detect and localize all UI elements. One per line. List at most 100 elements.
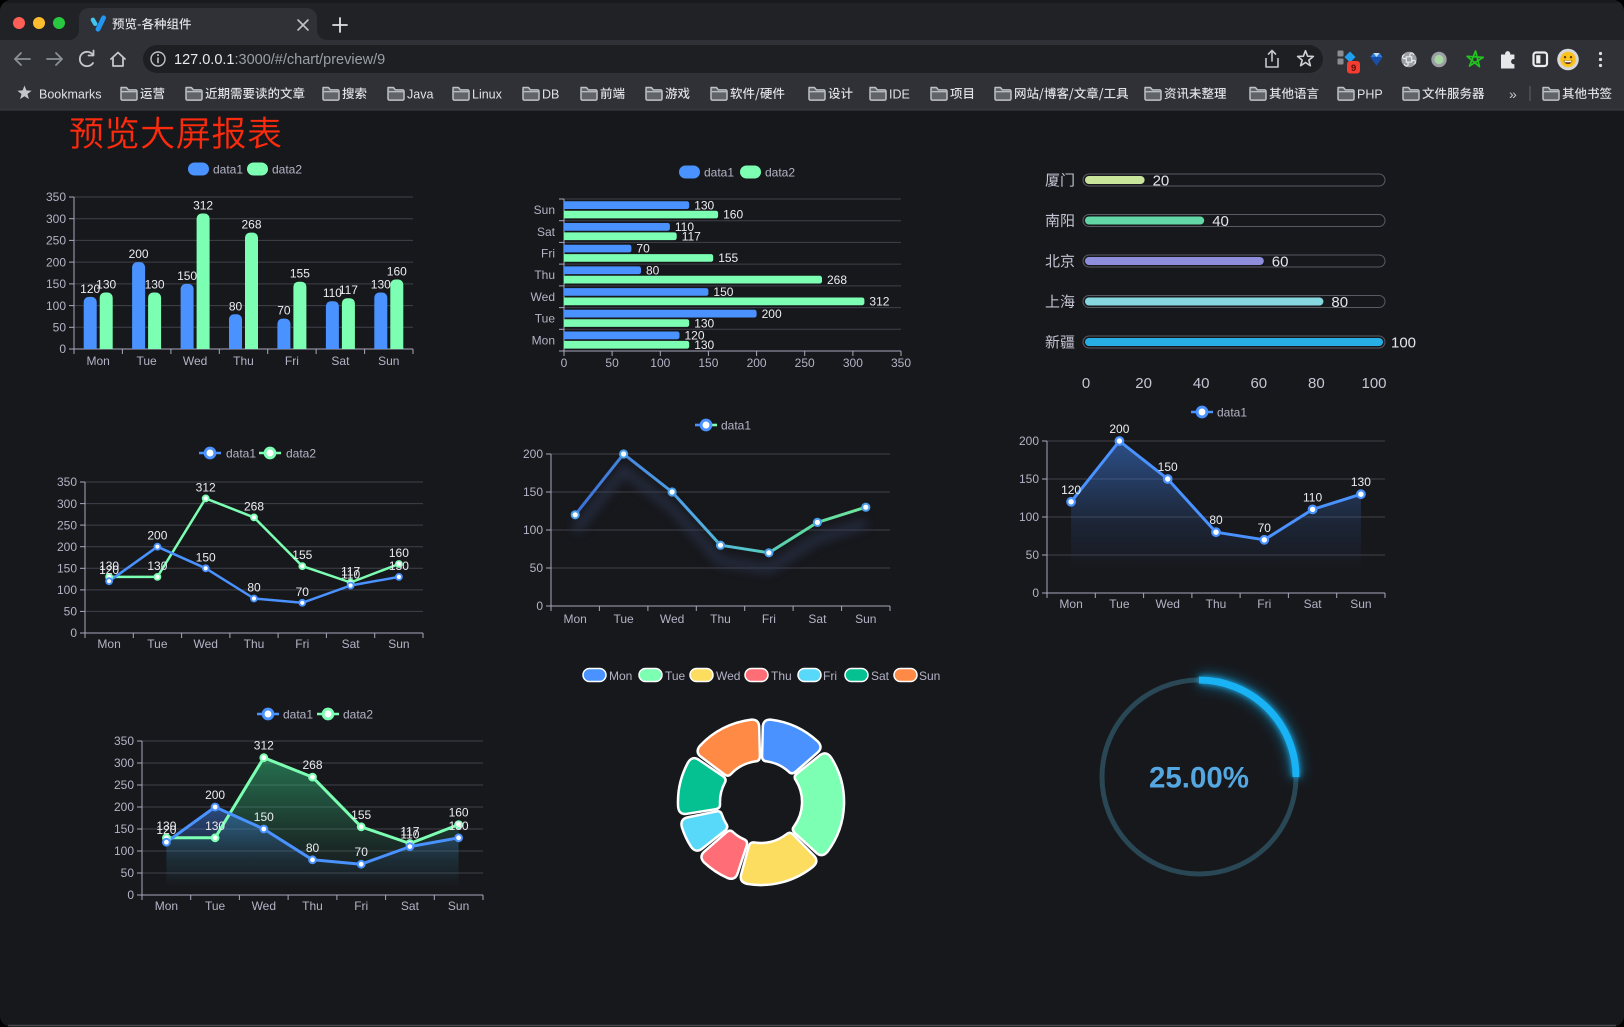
svg-text:Fri: Fri (541, 247, 555, 261)
svg-text:80: 80 (1209, 513, 1223, 527)
svg-text:Sun: Sun (919, 669, 940, 683)
svg-text:Bookmarks: Bookmarks (39, 87, 102, 101)
svg-text:130: 130 (96, 278, 116, 292)
svg-text:70: 70 (355, 845, 369, 859)
svg-text:Mon: Mon (87, 354, 110, 368)
svg-text:110: 110 (341, 568, 360, 582)
svg-text:110: 110 (323, 286, 342, 300)
svg-text:155: 155 (290, 267, 310, 281)
svg-text:200: 200 (1109, 422, 1129, 436)
svg-text:312: 312 (869, 295, 889, 309)
svg-text:Sat: Sat (1304, 597, 1323, 611)
svg-text:Sun: Sun (1350, 597, 1371, 611)
svg-text:155: 155 (292, 548, 312, 562)
svg-text:160: 160 (449, 806, 469, 820)
svg-text:Mon: Mon (155, 899, 178, 913)
svg-text:Sat: Sat (342, 637, 361, 651)
svg-text:150: 150 (1019, 472, 1039, 486)
svg-text:80: 80 (1331, 294, 1348, 311)
svg-text:data1: data1 (213, 162, 243, 176)
svg-text:Sun: Sun (448, 899, 469, 913)
svg-text:150: 150 (254, 810, 274, 824)
svg-text:50: 50 (1026, 548, 1040, 562)
svg-text:110: 110 (400, 828, 419, 842)
svg-text:100: 100 (523, 523, 543, 537)
svg-text:0: 0 (561, 356, 568, 370)
svg-text:200: 200 (1019, 434, 1039, 448)
svg-text:80: 80 (1308, 375, 1325, 392)
svg-text:160: 160 (723, 208, 743, 222)
svg-text:350: 350 (891, 356, 911, 370)
svg-text:130: 130 (205, 819, 225, 833)
svg-text:PHP: PHP (1357, 87, 1383, 101)
svg-text:Thu: Thu (302, 899, 323, 913)
svg-text:Sun: Sun (378, 354, 399, 368)
svg-text:120: 120 (99, 563, 119, 577)
svg-text:Wed: Wed (193, 637, 217, 651)
svg-text:160: 160 (389, 546, 409, 560)
svg-text:Fri: Fri (285, 354, 299, 368)
svg-text:40: 40 (1212, 213, 1229, 230)
svg-text:0: 0 (59, 342, 66, 356)
svg-text:data2: data2 (272, 162, 302, 176)
svg-text:Sat: Sat (331, 354, 350, 368)
svg-text:200: 200 (147, 529, 167, 543)
svg-text:Tue: Tue (1109, 597, 1130, 611)
svg-text:250: 250 (57, 518, 77, 532)
svg-text:200: 200 (205, 788, 225, 802)
svg-text:350: 350 (57, 475, 77, 489)
svg-text:300: 300 (114, 756, 134, 770)
svg-text:70: 70 (1258, 521, 1272, 535)
svg-text:110: 110 (1303, 490, 1322, 504)
svg-text:IDE: IDE (889, 87, 910, 101)
svg-text:150: 150 (698, 356, 718, 370)
svg-text:130: 130 (99, 559, 119, 573)
svg-text:Sat: Sat (808, 612, 827, 626)
svg-text:100: 100 (57, 583, 77, 597)
svg-text:120: 120 (685, 329, 705, 343)
svg-text:130: 130 (694, 316, 714, 330)
svg-text:data2: data2 (765, 165, 795, 179)
svg-text:150: 150 (523, 485, 543, 499)
svg-text:Mon: Mon (564, 612, 587, 626)
svg-text:data1: data1 (704, 165, 734, 179)
svg-text:Thu: Thu (771, 669, 792, 683)
svg-text:130: 130 (694, 338, 714, 352)
svg-text:Java: Java (407, 87, 433, 101)
svg-text:300: 300 (46, 212, 66, 226)
svg-text:200: 200 (129, 247, 149, 261)
svg-text:Tue: Tue (665, 669, 686, 683)
svg-text:350: 350 (114, 734, 134, 748)
svg-text:200: 200 (747, 356, 767, 370)
svg-text:Tue: Tue (205, 899, 226, 913)
svg-text:130: 130 (371, 278, 391, 292)
svg-text:70: 70 (296, 585, 310, 599)
svg-text:Fri: Fri (354, 899, 368, 913)
svg-text:Tue: Tue (136, 354, 157, 368)
svg-text:Fri: Fri (823, 669, 837, 683)
svg-text:70: 70 (277, 304, 291, 318)
svg-text:Tue: Tue (535, 312, 556, 326)
svg-text:350: 350 (46, 190, 66, 204)
svg-text:data1: data1 (721, 418, 751, 432)
svg-text:Thu: Thu (1206, 597, 1227, 611)
svg-text:0: 0 (1082, 375, 1090, 392)
svg-text:Thu: Thu (534, 268, 555, 282)
svg-text:150: 150 (177, 269, 197, 283)
svg-text:268: 268 (302, 758, 322, 772)
svg-text:80: 80 (306, 841, 320, 855)
svg-text:Wed: Wed (183, 354, 207, 368)
svg-text:250: 250 (46, 234, 66, 248)
svg-text:200: 200 (46, 255, 66, 269)
svg-text:117: 117 (341, 565, 360, 579)
svg-text:100: 100 (114, 844, 134, 858)
svg-text:0: 0 (127, 888, 134, 902)
svg-text:130: 130 (449, 819, 469, 833)
svg-text:150: 150 (713, 285, 733, 299)
svg-text:155: 155 (718, 251, 738, 265)
svg-text:200: 200 (762, 307, 782, 321)
svg-text:Thu: Thu (244, 637, 265, 651)
svg-text:120: 120 (156, 823, 176, 837)
svg-text:Sun: Sun (534, 203, 555, 217)
svg-text:312: 312 (196, 480, 216, 494)
